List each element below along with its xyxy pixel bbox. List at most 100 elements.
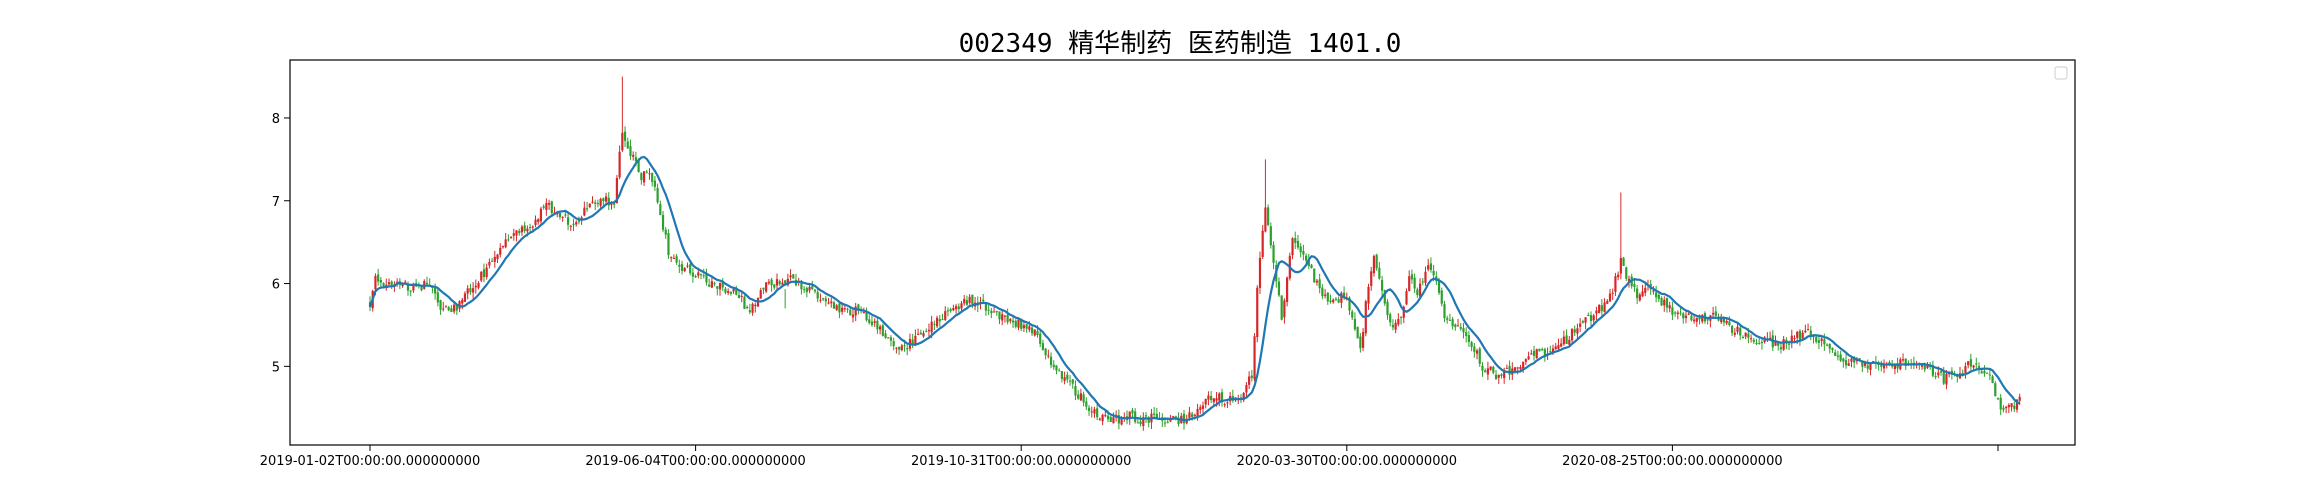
candle-body [1600,305,1603,312]
candle-body [534,219,537,225]
candle-body [664,229,667,235]
candle-body [1611,292,1614,294]
candle-body [1934,375,1937,377]
candle-body [735,288,738,295]
candle-body [396,281,399,283]
candle-body [1741,336,1745,338]
candle-body [1356,326,1359,339]
candle-body [740,295,743,297]
candle-body [1939,371,1943,373]
candle-body [1484,370,1487,373]
candle-body [491,260,494,262]
candle-body [822,298,825,300]
candle-body [1250,375,1253,379]
candle-body [789,275,792,278]
candle-body [1066,374,1069,380]
candle-body [1039,333,1042,344]
y-tick-label: 6 [272,278,280,293]
candle-body [1489,366,1492,370]
candle-body [1839,354,1842,361]
candle-body [708,284,711,287]
candle-body [1079,393,1082,401]
candle-body [851,314,855,318]
candle-body [615,177,619,204]
candle-body [968,296,971,303]
candle-body [949,309,952,312]
candle-body [1636,288,1639,298]
candle-body [1777,342,1780,346]
candle-body [1996,398,2000,400]
candle-body [1513,367,1517,371]
candle-body [409,290,412,292]
candle-body [995,311,998,313]
candle-body [1041,343,1045,350]
candle-body [1481,365,1484,371]
candle-body [618,151,621,178]
candle-body [488,261,491,266]
candle-body [1074,385,1077,396]
candle-body [1348,297,1351,311]
candle-body [1201,405,1205,409]
candle-body [1182,413,1186,424]
candle-body [1060,371,1063,379]
candle-body [1296,240,1300,248]
candle-body [870,321,874,326]
candle-body [832,302,836,309]
candle-body [1399,316,1403,318]
candle-body [786,278,789,286]
candle-body [800,282,803,290]
candle-body [1101,414,1104,422]
candle-body [1505,367,1508,369]
candle-body [1790,335,1793,344]
candle-body [1627,278,1631,282]
candle-body [1142,417,1145,426]
candle-body [591,201,594,203]
candle-body [1131,410,1134,414]
candle-body [865,311,868,321]
candle-body [1581,321,1584,323]
candle-body [1768,337,1772,339]
candle-body [1538,348,1541,352]
candle-body [461,299,464,304]
candle-body [1749,338,1753,340]
candle-body [412,283,415,291]
candle-body [1218,393,1221,401]
candle-body [1459,326,1462,329]
candle-body [952,308,955,311]
candle-body [1003,315,1007,317]
candle-body [2005,406,2008,409]
candle-body [1351,311,1354,318]
candle-body [1128,411,1131,420]
legend-box [2054,66,2068,80]
candle-body [965,300,969,305]
candle-body [585,208,589,210]
candle-body [626,141,629,149]
candle-body [531,226,534,228]
candle-body [724,288,727,293]
candle-body [732,289,735,292]
candle-body [1584,317,1587,323]
candle-body [632,154,635,157]
candle-body [1321,287,1324,297]
candle-body [528,227,532,229]
candle-body [1551,348,1555,353]
candle-body [727,291,730,293]
candle-body [1994,383,1997,397]
candle-body [1223,404,1226,406]
candle-body [2007,405,2010,408]
plot-frame [289,59,2076,446]
candle-body [1307,260,1310,266]
candle-body [2015,399,2019,410]
x-tick-label: 2020-03-30T00:00:00.000000000 [1237,454,1457,469]
candle-body [1486,368,1489,375]
candle-body [803,289,806,291]
candle-body [550,201,553,214]
candle-body [946,310,950,312]
candle-body [1033,329,1036,336]
candle-body [1565,335,1568,344]
candle-body [1815,336,1818,342]
candle-body [1155,413,1158,418]
candle-body [661,215,665,230]
candle-body [1554,346,1557,350]
candle-body [1467,335,1470,343]
